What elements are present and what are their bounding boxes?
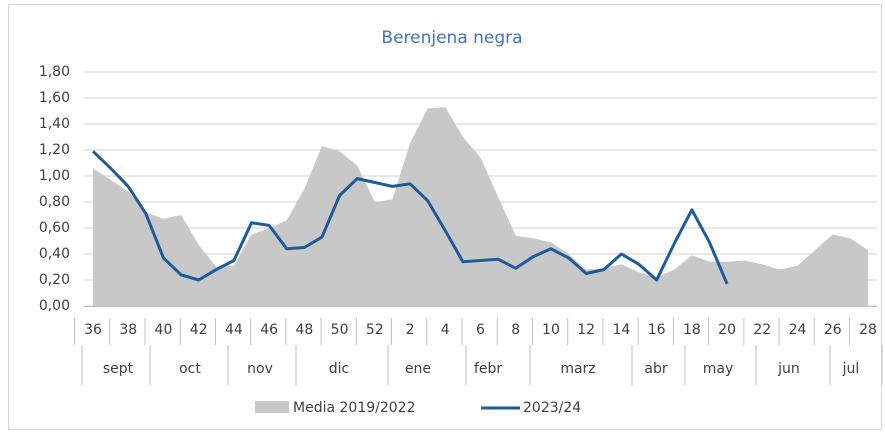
x-tick-label: 50: [331, 322, 349, 338]
y-tick-label: 0,60: [39, 220, 70, 236]
legend-label: 2023/24: [523, 400, 581, 416]
x-tick-label: 18: [683, 322, 701, 338]
x-tick-label: 42: [190, 322, 208, 338]
x-tick-label: 24: [789, 322, 807, 338]
month-label: abr: [644, 361, 667, 377]
y-tick-label: 0,20: [39, 272, 70, 288]
month-label: febr: [474, 361, 502, 377]
x-tick-label: 12: [577, 322, 595, 338]
y-tick-label: 1,00: [39, 168, 70, 184]
y-tick-label: 1,80: [39, 64, 70, 80]
x-tick-label: 52: [366, 322, 384, 338]
x-tick-label: 22: [753, 322, 771, 338]
month-label: jun: [777, 361, 800, 377]
chart-title: Berenjena negra: [381, 28, 522, 48]
month-label: ene: [405, 361, 431, 377]
x-tick-label: 20: [718, 322, 736, 338]
month-label: nov: [247, 361, 273, 377]
y-tick-label: 0,40: [39, 246, 70, 262]
x-tick-label: 26: [824, 322, 842, 338]
line: [91, 150, 729, 285]
month-label: jul: [842, 361, 860, 377]
x-tick-label: 28: [859, 322, 877, 338]
y-tick-label: 0,00: [39, 298, 70, 314]
y-tick-label: 1,60: [39, 90, 70, 106]
x-tick-label: 16: [648, 322, 666, 338]
month-label: may: [703, 361, 734, 377]
month-label: marz: [560, 361, 595, 377]
x-tick-label: 36: [84, 322, 102, 338]
x-tick-label: 44: [225, 322, 243, 338]
month-label: dic: [329, 361, 349, 377]
x-tick-label: 8: [511, 322, 520, 338]
y-tick-label: 1,40: [39, 116, 70, 132]
x-tick-label: 10: [542, 322, 560, 338]
y-tick-label: 0,80: [39, 194, 70, 210]
x-tick-label: 2: [406, 322, 415, 338]
x-tick-label: 4: [441, 322, 450, 338]
x-tick-label: 38: [119, 322, 137, 338]
month-label: oct: [179, 361, 201, 377]
x-tick-label: 14: [612, 322, 630, 338]
x-tick-label: 46: [260, 322, 278, 338]
x-tick-label: 6: [476, 322, 485, 338]
legend-swatch: [255, 401, 289, 413]
x-tick-label: 48: [295, 322, 313, 338]
y-tick-label: 1,20: [39, 142, 70, 158]
month-label: sept: [103, 361, 134, 377]
legend-label: Media 2019/2022: [293, 400, 415, 416]
x-tick-label: 40: [155, 322, 173, 338]
area: [93, 107, 868, 306]
